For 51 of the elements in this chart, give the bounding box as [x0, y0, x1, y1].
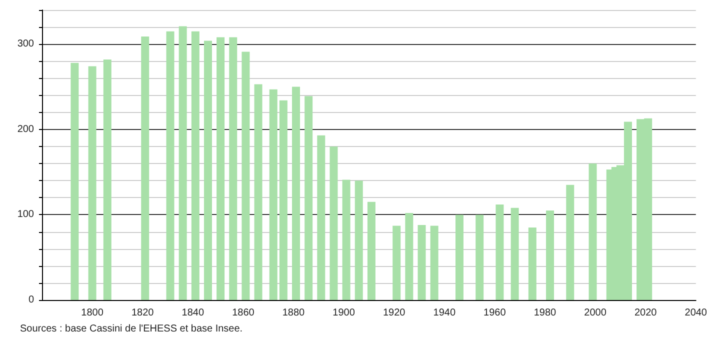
x-tick-label: 1920	[382, 308, 406, 318]
bar	[229, 37, 238, 300]
bar	[354, 180, 363, 300]
bar	[292, 86, 300, 300]
bar	[510, 208, 519, 300]
bar	[588, 164, 597, 300]
x-tick-label: 1840	[182, 308, 204, 318]
bar	[269, 89, 278, 300]
bar	[455, 214, 464, 300]
x-tick-label: 1900	[332, 308, 356, 318]
bar	[242, 52, 250, 300]
y-tick-label: 0	[28, 294, 34, 306]
bar	[367, 202, 376, 300]
bar	[528, 228, 536, 300]
bar	[496, 204, 504, 300]
x-tick-label: 1960	[484, 308, 506, 318]
bar	[304, 96, 313, 300]
bar	[103, 59, 112, 300]
bar	[191, 31, 200, 300]
bar	[546, 210, 554, 300]
bar	[566, 184, 574, 300]
y-tick-label: 200	[17, 124, 34, 135]
bar	[279, 100, 288, 300]
bar	[88, 66, 96, 300]
bar	[317, 135, 326, 300]
bar	[430, 226, 438, 300]
bar	[330, 146, 338, 300]
bar	[392, 226, 401, 300]
x-tick-label: 1880	[282, 308, 306, 318]
bar	[166, 31, 174, 300]
x-tick-label: 2040	[684, 308, 708, 318]
x-tick-label: 2020	[634, 308, 658, 318]
bar	[204, 40, 212, 300]
bar	[254, 84, 262, 300]
bar	[405, 213, 414, 300]
x-tick-label: 1940	[433, 308, 456, 318]
x-tick-label: 1980	[534, 308, 557, 318]
bar	[418, 224, 426, 300]
bar	[342, 180, 350, 300]
x-tick-label: 1820	[131, 308, 154, 318]
x-tick-label: 1860	[232, 308, 255, 318]
x-tick-label: 1800	[81, 308, 104, 318]
bar	[476, 214, 484, 300]
x-tick-label: 2000	[584, 308, 607, 318]
bar	[216, 37, 225, 300]
y-tick-label: 300	[17, 38, 34, 50]
bar	[178, 26, 187, 300]
bar	[70, 62, 79, 300]
bar	[141, 36, 150, 300]
y-tick-label: 100	[17, 209, 34, 220]
source-note: Sources : base Cassini de l'EHESS et base Insee.	[20, 324, 243, 334]
